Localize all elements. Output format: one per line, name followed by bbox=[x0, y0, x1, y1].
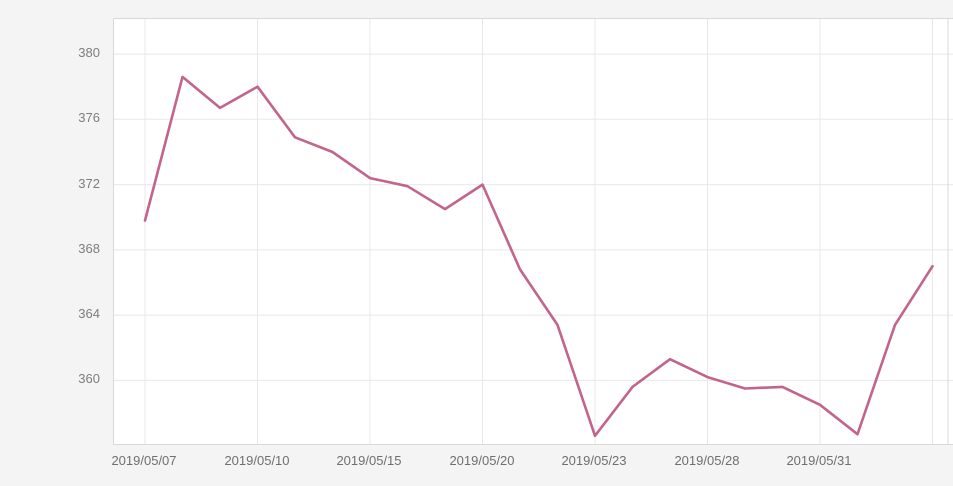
x-axis-tick-label: 2019/05/31 bbox=[786, 453, 852, 468]
x-axis-tick-label: 2019/05/20 bbox=[449, 453, 515, 468]
plot-area bbox=[114, 19, 953, 444]
plot-panel bbox=[113, 18, 953, 445]
price-line-series bbox=[143, 75, 934, 438]
x-axis-tick-label: 2019/05/15 bbox=[336, 453, 402, 468]
y-axis-tick-label: 364 bbox=[78, 306, 100, 321]
x-axis-tick-label: 2019/05/23 bbox=[561, 453, 627, 468]
x-axis-tick-label: 2019/05/28 bbox=[674, 453, 740, 468]
y-axis-tick-label: 360 bbox=[78, 371, 100, 386]
y-axis-tick-label: 380 bbox=[78, 45, 100, 60]
x-axis-tick-label: 2019/05/10 bbox=[224, 453, 290, 468]
x-axis-tick-label: 2019/05/07 bbox=[111, 453, 177, 468]
y-axis-tick-label: 372 bbox=[78, 176, 100, 191]
y-axis-tick-label: 376 bbox=[78, 110, 100, 125]
y-axis-tick-label: 368 bbox=[78, 241, 100, 256]
